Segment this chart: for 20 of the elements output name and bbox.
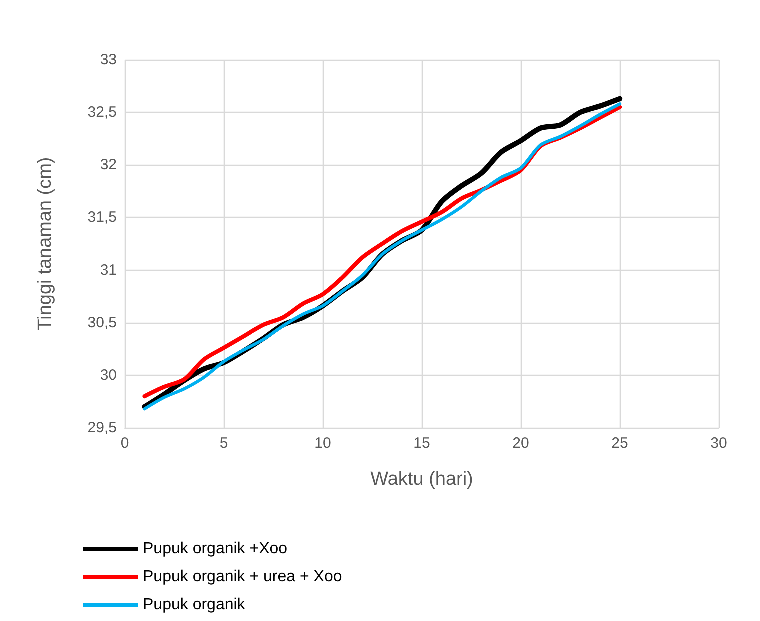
x-tick-label: 15 — [414, 435, 430, 452]
y-tick-label: 31 — [100, 262, 117, 279]
x-axis-title: Waktu (hari) — [370, 469, 474, 490]
x-tick-label: 10 — [314, 435, 332, 452]
x-tick-label: 20 — [512, 435, 530, 452]
x-tick-label: 30 — [710, 435, 728, 452]
y-tick-label: 30,5 — [88, 314, 117, 332]
x-tick-label: 0 — [120, 435, 130, 452]
y-tick-label: 33 — [100, 52, 117, 68]
legend-label: Pupuk organik + urea + Xoo — [143, 568, 342, 586]
y-axis-title: Tinggi tanaman (cm) — [35, 157, 56, 331]
y-tick-label: 31,5 — [88, 209, 117, 226]
y-tick-label: 32 — [100, 156, 117, 174]
legend-label: Pupuk organik +Xoo — [143, 540, 288, 558]
legend-label: Pupuk organik — [143, 596, 246, 614]
y-tick-label: 32,5 — [88, 104, 117, 122]
x-tick-label: 5 — [220, 435, 228, 452]
y-tick-label: 30 — [100, 366, 117, 384]
y-tick-label: 29,5 — [88, 420, 117, 436]
x-tick-label: 25 — [612, 435, 628, 452]
